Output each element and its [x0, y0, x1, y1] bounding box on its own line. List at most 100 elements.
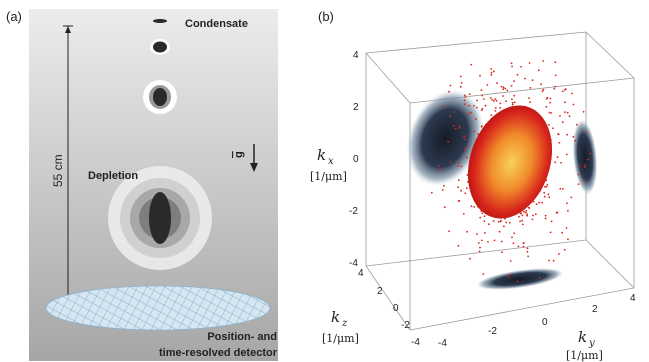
- particle-dot: [466, 181, 469, 183]
- particle-dot: [487, 241, 489, 243]
- kz-tick-4: -2: [401, 320, 410, 331]
- particle-dot: [460, 165, 463, 168]
- svg-text:[1/μm]: [1/μm]: [310, 170, 347, 183]
- particle-dot: [548, 111, 551, 114]
- particle-dot: [585, 131, 588, 134]
- particle-dot: [556, 211, 559, 214]
- particle-dot: [545, 185, 548, 188]
- particle-dot: [502, 88, 505, 91]
- ky-tick-5: 4: [630, 293, 636, 304]
- particle-dot: [510, 85, 513, 87]
- projection-kx-ky: [572, 119, 598, 195]
- particle-dot: [479, 246, 481, 249]
- particle-dot: [561, 231, 564, 234]
- particle-dot: [578, 165, 581, 168]
- particle-dot: [458, 125, 461, 127]
- kz-tick-5: -4: [411, 337, 420, 348]
- particle-dot: [473, 130, 475, 133]
- ky-tick-4: 2: [592, 304, 598, 315]
- particle-dot: [529, 87, 532, 89]
- particle-dot: [561, 121, 564, 124]
- particle-dot: [540, 83, 542, 86]
- particle-dot: [505, 100, 507, 103]
- particle-dot: [548, 259, 550, 262]
- projection-kx-kz: [406, 89, 484, 187]
- particle-dot: [565, 88, 567, 90]
- gravity-arrow: [250, 144, 258, 172]
- particle-dot: [543, 195, 546, 198]
- particle-dot: [480, 109, 483, 111]
- particle-dot: [531, 218, 534, 221]
- particle-dot: [549, 101, 552, 104]
- particle-dot: [524, 77, 526, 80]
- particle-dot: [499, 102, 502, 105]
- particle-dot: [466, 174, 469, 176]
- svg-text:x: x: [328, 156, 334, 167]
- particle-dot: [547, 193, 550, 196]
- particle-dot: [549, 231, 552, 234]
- particle-dot: [526, 214, 529, 217]
- particle-dot: [526, 247, 529, 250]
- svg-text:y: y: [588, 338, 595, 349]
- particle-dot: [492, 70, 495, 73]
- particle-dot: [459, 75, 462, 78]
- particle-dot: [459, 85, 462, 88]
- particle-dot: [566, 133, 568, 136]
- particle-dot: [577, 183, 580, 186]
- particle-dot: [546, 184, 549, 186]
- depletion-label: Depletion: [88, 170, 138, 182]
- particle-dot: [470, 111, 472, 114]
- particle-dot: [542, 60, 545, 62]
- particle-dot: [460, 189, 462, 192]
- svg-text:k: k: [331, 308, 340, 326]
- particle-dot: [462, 213, 465, 215]
- particle-dot: [500, 240, 503, 243]
- particle-dot: [466, 230, 469, 233]
- particle-dot: [519, 220, 521, 223]
- particle-dot: [511, 101, 514, 104]
- particle-dot: [570, 196, 573, 199]
- particle-dot: [494, 107, 497, 109]
- particle-dot: [543, 191, 546, 194]
- particle-dot: [526, 213, 529, 216]
- particle-dot: [562, 188, 564, 190]
- particle-dot: [527, 255, 529, 258]
- particle-dot: [464, 96, 467, 98]
- kx-tick-3: 0: [353, 154, 359, 165]
- particle-dot: [481, 212, 484, 215]
- svg-text:[1/μm]: [1/μm]: [566, 349, 603, 362]
- particle-dot: [542, 88, 545, 91]
- particle-dot: [454, 127, 457, 130]
- particle-dot: [558, 253, 560, 255]
- particle-dot: [457, 165, 459, 168]
- particle-dot: [443, 184, 445, 187]
- particle-dot: [504, 87, 507, 90]
- ky-tick-3: 0: [542, 317, 548, 328]
- particle-dot: [437, 169, 440, 172]
- kx-axis-label: k x [1/μm]: [310, 146, 347, 183]
- particle-dot: [483, 98, 485, 100]
- particle-dot: [518, 215, 520, 218]
- particle-dot: [509, 273, 512, 276]
- particle-dot: [483, 220, 486, 223]
- particle-dot: [481, 125, 483, 127]
- particle-dot: [497, 220, 500, 223]
- particle-dot: [460, 82, 463, 84]
- particle-dot: [575, 123, 578, 126]
- particle-dot: [545, 105, 548, 108]
- particle-dot: [534, 213, 537, 216]
- particle-dot: [441, 189, 444, 191]
- particle-dot: [521, 223, 524, 226]
- particle-dot: [522, 245, 525, 248]
- particle-dot: [566, 202, 568, 205]
- particle-dot: [566, 111, 569, 114]
- particle-dot: [463, 99, 466, 102]
- particle-dot: [556, 156, 559, 159]
- kx-tick-4: -2: [349, 206, 358, 217]
- particle-dot: [548, 124, 550, 126]
- particle-dot: [553, 87, 556, 90]
- particle-dot: [541, 201, 544, 204]
- particle-dot: [561, 90, 564, 93]
- particle-dot: [453, 111, 456, 113]
- ky-tick-2: -2: [488, 326, 497, 337]
